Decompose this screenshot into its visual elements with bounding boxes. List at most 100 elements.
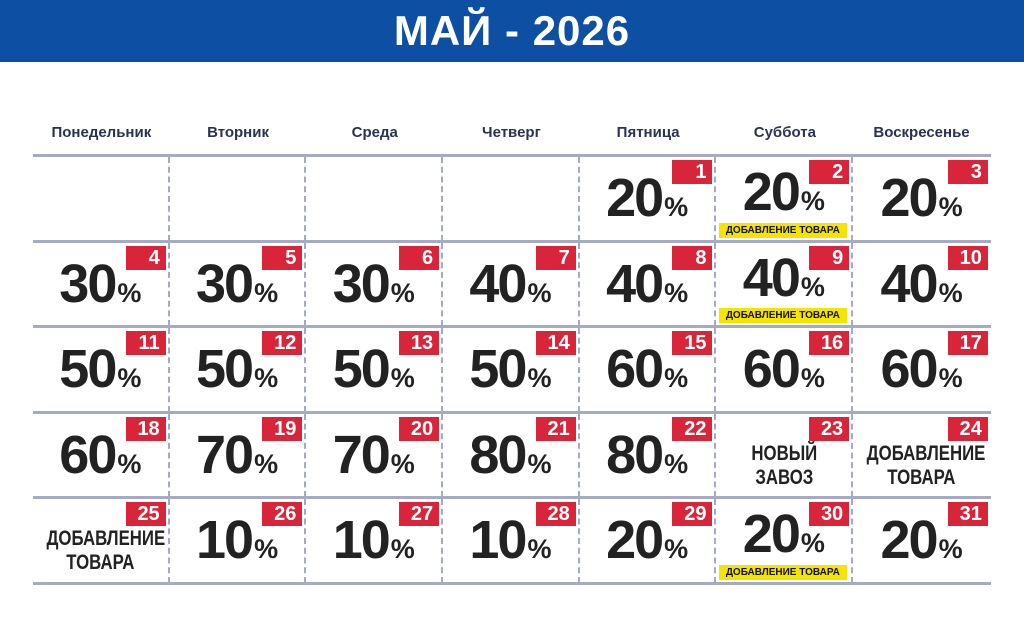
discount-value: 10 (469, 510, 527, 571)
weekday: Суббота (753, 124, 816, 141)
day-number: 5 (262, 245, 303, 270)
day-cell: 2 20% ДОБАВЛЕНИЕ ТОВАРА (717, 157, 854, 241)
day-number: 8 (672, 245, 713, 270)
discount-value: 20 (880, 168, 938, 228)
discount: 40% (717, 247, 852, 309)
day-cell: 24 ДОБАВЛЕНИЕ ТОВАРА (853, 414, 990, 498)
day-number: 16 (809, 331, 850, 356)
day-number: 30 (809, 502, 850, 527)
day-cell: 8 40% (580, 242, 717, 327)
day-number: 2 (809, 160, 850, 184)
day-cell: 17 60% (853, 328, 990, 412)
day-cell: 25 ДОБАВЛЕНИЕ ТОВАРА (33, 499, 170, 583)
discount: 20% (580, 509, 715, 571)
discount-value: 20 (742, 162, 801, 222)
day-number: 28 (535, 502, 576, 527)
cell-text-line: ТОВАРА (66, 551, 135, 575)
day-cell: 22 80% (580, 413, 717, 498)
day-cell: 7 40% (443, 242, 580, 327)
discount-unit: % (938, 277, 963, 308)
discount: 40% (443, 253, 578, 315)
discount-value: 80 (469, 424, 527, 485)
day-number: 17 (947, 331, 988, 356)
weekday: Понедельник (51, 124, 152, 141)
discount: 70% (306, 424, 441, 486)
discount-value: 70 (332, 424, 391, 485)
day-cell: 28 10% (443, 499, 580, 583)
discount-value: 50 (59, 339, 117, 400)
discount-unit: % (664, 192, 689, 222)
day-number: 3 (947, 160, 988, 184)
discount-unit: % (390, 534, 415, 565)
discount: 20% (717, 161, 852, 223)
discount-unit: % (254, 363, 279, 394)
weekday: Вторник (207, 124, 269, 141)
discount-value: 50 (332, 339, 391, 400)
cell-text: НОВЫЙ ЗАВОЗ (717, 442, 852, 490)
discount: 60% (717, 338, 852, 400)
discount: 50% (306, 338, 441, 400)
discount-value: 20 (606, 510, 664, 571)
discount: 10% (170, 509, 305, 571)
discount: 10% (443, 509, 578, 571)
discount-value: 40 (880, 253, 938, 314)
row-line (33, 239, 991, 243)
discount-unit: % (527, 534, 552, 565)
discount-unit: % (800, 271, 825, 302)
cell-text-line: ЗАВОЗ (754, 465, 813, 489)
discount-value: 80 (606, 424, 664, 485)
day-cell: 30 20% ДОБАВЛЕНИЕ ТОВАРА (717, 499, 854, 583)
discount-unit: % (800, 528, 825, 559)
day-number: 4 (125, 245, 166, 270)
discount: 70% (170, 424, 305, 486)
discount-unit: % (664, 277, 689, 308)
discount-value: 20 (880, 510, 938, 571)
discount: 10% (306, 509, 441, 571)
discount-value: 10 (332, 510, 391, 571)
day-number: 26 (262, 502, 303, 527)
day-cell: 6 30% (306, 242, 444, 327)
row-line (33, 496, 991, 500)
day-cell (170, 157, 307, 241)
note-label: ДОБАВЛЕНИЕ ТОВАРА (718, 222, 848, 238)
day-cell: 23 НОВЫЙ ЗАВОЗ (717, 413, 854, 498)
discount-value: 20 (606, 168, 664, 228)
day-cell: 15 60% (580, 328, 717, 412)
day-cell: 21 80% (443, 413, 580, 498)
discount-value: 60 (880, 339, 938, 400)
day-number: 14 (535, 331, 576, 356)
discount: 30% (170, 253, 305, 315)
discount-unit: % (117, 448, 142, 479)
day-cell: 19 70% (170, 413, 307, 498)
discount-value: 70 (195, 424, 254, 485)
day-number: 27 (399, 502, 440, 527)
discount-unit: % (254, 448, 279, 479)
day-cell: 9 40% ДОБАВЛЕНИЕ ТОВАРА (717, 242, 854, 327)
row-line (33, 154, 991, 157)
discount-value: 30 (195, 253, 254, 314)
discount: 50% (443, 338, 578, 400)
day-number: 7 (535, 245, 576, 270)
discount-value: 40 (742, 247, 801, 308)
day-number: 12 (262, 331, 303, 356)
day-cell: 26 10% (170, 499, 307, 583)
day-number: 6 (399, 245, 440, 270)
discount: 50% (170, 338, 305, 400)
discount: 40% (853, 253, 990, 315)
day-number: 1 (672, 160, 713, 184)
day-cell: 27 10% (306, 499, 444, 583)
day-cell (306, 157, 444, 241)
day-cell: 31 20% (853, 499, 990, 583)
discount-unit: % (527, 363, 552, 394)
discount: 60% (853, 338, 990, 400)
day-number: 23 (809, 416, 850, 441)
day-number: 22 (672, 416, 713, 441)
discount-value: 60 (59, 424, 117, 485)
note-label: ДОБАВЛЕНИЕ ТОВАРА (718, 564, 848, 580)
day-number: 19 (262, 416, 303, 441)
row-line (33, 582, 991, 585)
weekday: Пятница (616, 124, 680, 141)
weekday: Воскресенье (873, 124, 970, 141)
discount-value: 30 (59, 253, 117, 314)
